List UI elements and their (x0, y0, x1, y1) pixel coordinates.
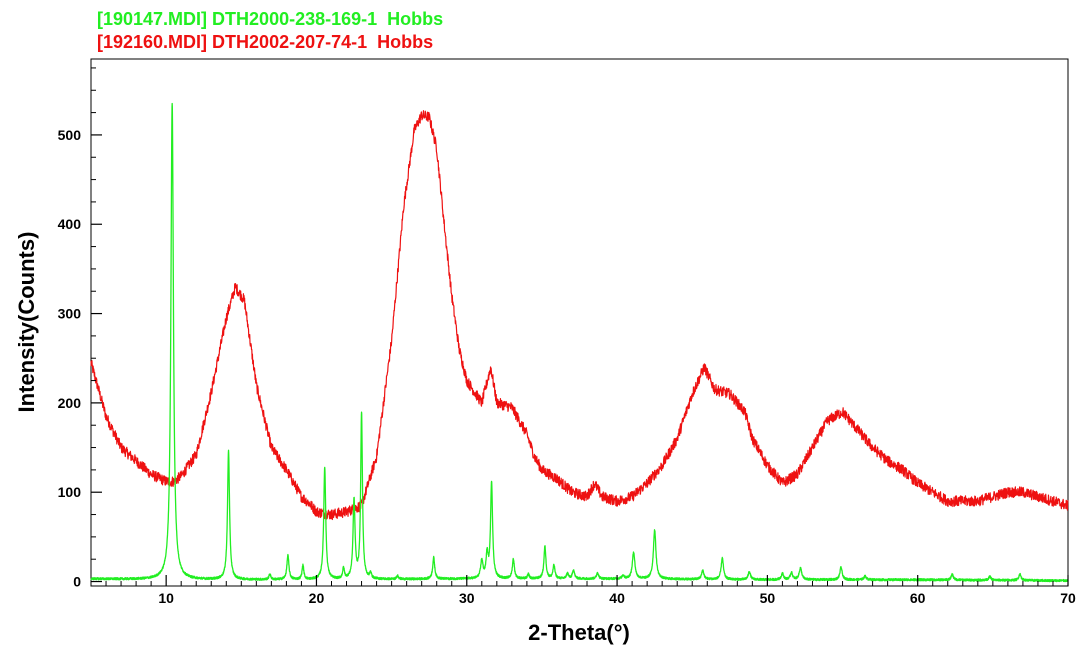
y-axis-title: Intensity(Counts) (14, 232, 39, 413)
legend-entry-series-2: [192160.MDI] DTH2002-207-74-1 Hobbs (97, 32, 434, 52)
x-tick-label: 10 (158, 590, 174, 606)
y-tick-label: 300 (58, 306, 82, 322)
legend-entry-series-1: [190147.MDI] DTH2000-238-169-1 Hobbs (97, 9, 444, 29)
x-axis-title: 2-Theta(°) (528, 620, 630, 645)
x-tick-label: 50 (760, 590, 776, 606)
y-tick-label: 200 (58, 395, 82, 411)
x-tick-label: 20 (309, 590, 325, 606)
y-tick-label: 400 (58, 216, 82, 232)
y-tick-label: 100 (58, 484, 82, 500)
x-tick-label: 60 (910, 590, 926, 606)
series-line-192160 (90, 110, 1069, 521)
series-line-190147 (90, 102, 1069, 583)
y-tick-label: 500 (58, 127, 82, 143)
legend: [190147.MDI] DTH2000-238-169-1 Hobbs [19… (97, 8, 443, 54)
x-tick-label: 40 (609, 590, 625, 606)
y-tick-label: 0 (73, 574, 81, 590)
series-layer (90, 102, 1069, 583)
plot-area-border (90, 58, 1069, 587)
x-tick-label: 30 (459, 590, 475, 606)
tick-layer: 10 20 30 40 50 60 70 0 100 200 300 400 500 (58, 67, 1076, 606)
x-tick-label: 70 (1060, 590, 1076, 606)
